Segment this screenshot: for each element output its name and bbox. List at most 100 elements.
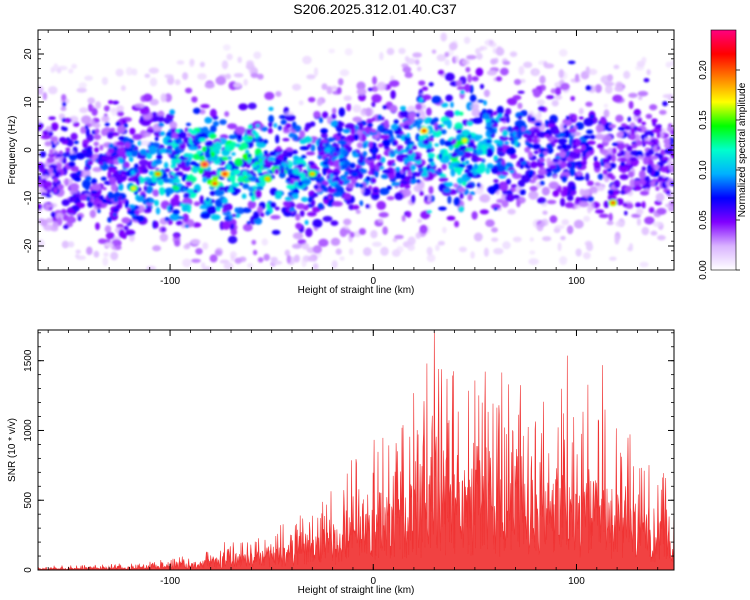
heatmap-cell xyxy=(297,180,304,187)
heatmap-cell xyxy=(346,183,355,189)
heatmap-cell xyxy=(533,135,539,140)
heatmap-cell xyxy=(166,113,174,119)
heatmap-cell xyxy=(590,114,594,119)
heatmap-cell xyxy=(112,212,117,217)
heatmap-cell xyxy=(177,131,187,139)
heatmap-cell xyxy=(585,85,592,91)
heatmap-cell xyxy=(268,115,274,123)
heatmap-cell xyxy=(661,181,667,188)
heatmap-cell xyxy=(301,258,307,268)
heatmap-cell xyxy=(38,90,43,95)
heatmap-cell xyxy=(493,139,501,144)
heatmap-cell xyxy=(128,156,134,163)
heatmap-cell xyxy=(399,131,404,136)
heatmap-cell xyxy=(638,128,643,132)
heatmap-cell xyxy=(75,249,81,254)
heatmap-cell xyxy=(135,209,140,215)
heatmap-cell xyxy=(376,114,383,121)
heatmap-cell xyxy=(516,160,521,166)
heatmap-cell xyxy=(254,189,262,199)
heatmap-cell xyxy=(499,135,509,142)
heatmap-cell xyxy=(171,158,177,165)
heatmap-cell xyxy=(55,153,63,158)
heatmap-cell xyxy=(339,256,345,261)
heatmap-cell xyxy=(269,151,277,157)
heatmap-cell xyxy=(295,203,306,210)
heatmap-cell xyxy=(343,128,351,134)
heatmap-cell xyxy=(94,147,99,153)
heatmap-cell xyxy=(437,168,442,173)
heatmap-cell xyxy=(461,59,470,66)
heatmap-cell xyxy=(152,245,162,252)
heatmap-cell xyxy=(268,106,274,111)
heatmap-cell xyxy=(93,122,101,128)
heatmap-cell xyxy=(209,133,217,139)
heatmap-cell xyxy=(331,201,342,207)
heatmap-cell xyxy=(472,117,483,124)
heatmap-cell xyxy=(221,60,229,70)
heatmap-cell xyxy=(123,225,129,231)
heatmap-cell xyxy=(330,120,338,127)
heatmap-cell xyxy=(527,143,533,149)
heatmap-cell xyxy=(629,132,636,141)
heatmap-cell xyxy=(336,87,342,95)
heatmap-cell xyxy=(337,139,347,145)
heatmap-cell xyxy=(50,136,58,142)
heatmap-cell xyxy=(638,170,646,179)
heatmap-cell xyxy=(502,241,511,250)
heatmap-cell xyxy=(307,211,317,217)
heatmap-cell xyxy=(237,56,242,63)
heatmap-cell xyxy=(237,177,245,183)
heatmap-cell xyxy=(614,235,620,245)
heatmap-cell xyxy=(492,48,497,54)
heatmap-cell xyxy=(48,131,54,137)
heatmap-cell xyxy=(414,155,422,161)
heatmap-cell xyxy=(454,55,460,64)
heatmap-cell xyxy=(389,80,400,87)
heatmap-cell xyxy=(379,187,390,196)
heatmap-cell xyxy=(490,58,497,65)
heatmap-cell xyxy=(234,207,239,213)
heatmap-cell xyxy=(340,176,348,181)
heatmap-hotspot-core xyxy=(155,172,161,176)
heatmap-cell xyxy=(169,213,180,221)
heatmap-cell xyxy=(148,67,159,74)
heatmap-cell xyxy=(467,147,474,152)
heatmap-cell xyxy=(566,156,572,162)
heatmap-cell xyxy=(294,125,302,133)
heatmap-cell xyxy=(538,157,545,163)
heatmap-cell xyxy=(106,200,114,205)
heatmap-cell xyxy=(528,173,533,179)
heatmap-cell xyxy=(216,190,225,196)
heatmap-cell xyxy=(74,193,80,198)
colorbar-tick-label: 0.10 xyxy=(698,160,709,180)
heatmap-cell xyxy=(68,161,76,168)
heatmap-cell xyxy=(636,208,644,216)
heatmap-cell xyxy=(313,67,319,77)
heatmap-cell xyxy=(235,188,241,194)
heatmap-cell xyxy=(190,59,195,65)
heatmap-cell xyxy=(470,103,480,111)
heatmap-cell xyxy=(478,134,483,139)
heatmap-cell xyxy=(575,73,580,83)
heatmap-cell xyxy=(615,81,624,90)
heatmap-cell xyxy=(259,152,264,157)
heatmap-cell xyxy=(48,86,58,95)
heatmap-cell xyxy=(441,102,449,108)
heatmap-cell xyxy=(412,52,422,58)
heatmap-cell xyxy=(472,148,478,155)
heatmap-cell xyxy=(368,170,372,176)
heatmap-cell xyxy=(74,176,82,182)
heatmap-cell xyxy=(550,88,557,94)
heatmap-cell xyxy=(401,214,406,222)
heatmap-cell xyxy=(365,176,371,182)
y-tick-label: -10 xyxy=(23,190,34,205)
heatmap-cell xyxy=(617,126,626,131)
heatmap-cell xyxy=(328,48,335,54)
heatmap-cell xyxy=(435,244,440,252)
heatmap-cell xyxy=(136,215,145,223)
heatmap-cell xyxy=(491,123,498,128)
heatmap-cell xyxy=(558,69,564,79)
heatmap-cell xyxy=(392,237,398,243)
